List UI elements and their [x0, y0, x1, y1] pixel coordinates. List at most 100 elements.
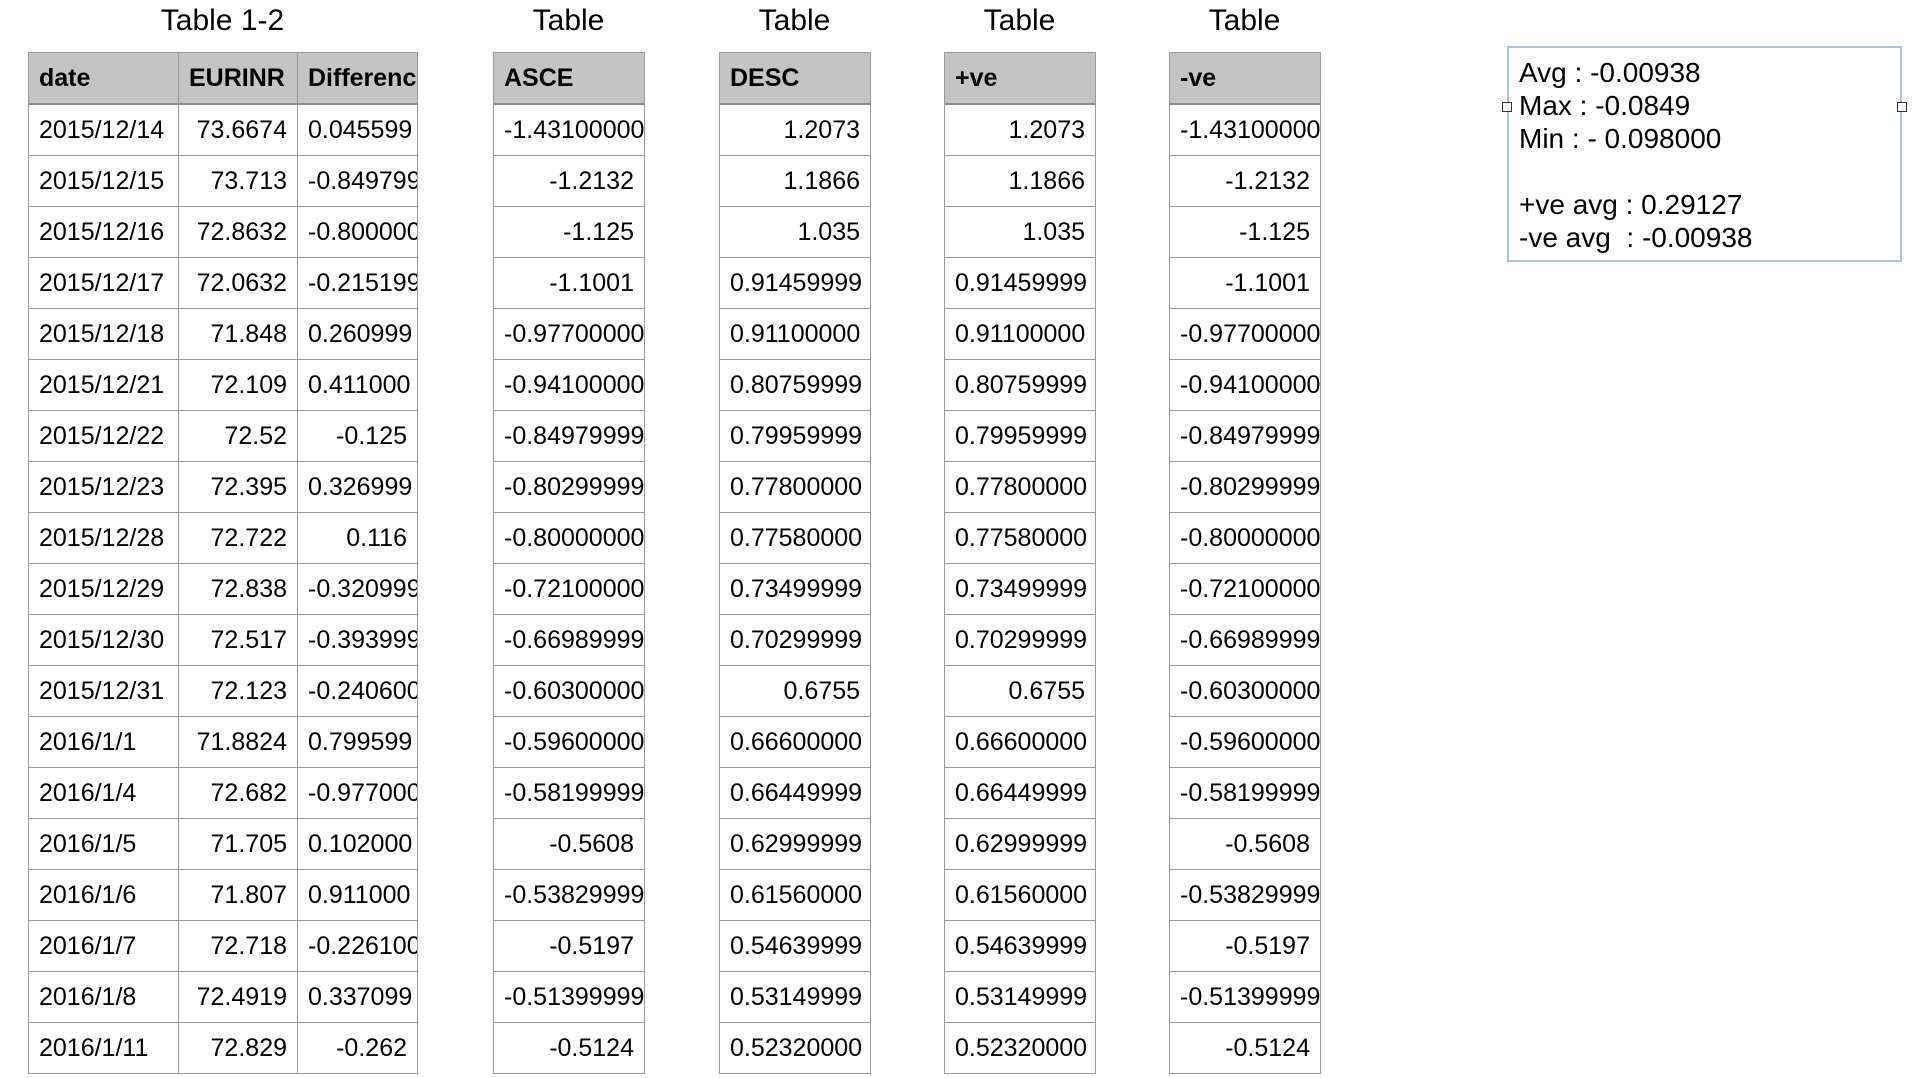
desc-cell[interactable]: 0.77580000 — [720, 513, 871, 564]
asce-cell[interactable]: -0.59600000 — [494, 717, 645, 768]
desc-cell[interactable]: 1.2073 — [720, 105, 871, 156]
eurinr-cell[interactable]: 72.395 — [179, 462, 298, 513]
date-cell[interactable]: 2016/1/4 — [29, 768, 179, 819]
negative-cell[interactable]: -0.97700000 — [1170, 309, 1321, 360]
date-cell[interactable]: 2015/12/28 — [29, 513, 179, 564]
negative-cell[interactable]: -0.84979999 — [1170, 411, 1321, 462]
difference-cell[interactable]: -0.320999 — [298, 564, 418, 615]
asce-cell[interactable]: -0.5608 — [494, 819, 645, 870]
positive-cell[interactable]: 0.54639999 — [945, 921, 1096, 972]
eurinr-cell[interactable]: 71.848 — [179, 309, 298, 360]
date-cell[interactable]: 2015/12/15 — [29, 156, 179, 207]
difference-cell[interactable]: -0.226100 — [298, 921, 418, 972]
positive-cell[interactable]: 0.62999999 — [945, 819, 1096, 870]
difference-cell[interactable]: 0.045599 — [298, 105, 418, 156]
negative-cell[interactable]: -1.2132 — [1170, 156, 1321, 207]
eurinr-cell[interactable]: 72.838 — [179, 564, 298, 615]
positive-cell[interactable]: 0.91459999 — [945, 258, 1096, 309]
positive-cell[interactable]: 0.77800000 — [945, 462, 1096, 513]
asce-cell[interactable]: -0.72100000 — [494, 564, 645, 615]
positive-cell[interactable]: 0.66600000 — [945, 717, 1096, 768]
negative-cell[interactable]: -0.58199999 — [1170, 768, 1321, 819]
header-eurinr[interactable]: EURINR — [179, 53, 298, 105]
asce-cell[interactable]: -1.1001 — [494, 258, 645, 309]
date-cell[interactable]: 2015/12/14 — [29, 105, 179, 156]
desc-cell[interactable]: 0.66449999 — [720, 768, 871, 819]
asce-cell[interactable]: -1.125 — [494, 207, 645, 258]
positive-cell[interactable]: 0.53149999 — [945, 972, 1096, 1023]
difference-cell[interactable]: 0.911000 — [298, 870, 418, 921]
difference-cell[interactable]: -0.262 — [298, 1023, 418, 1074]
negative-cell[interactable]: -0.80299999 — [1170, 462, 1321, 513]
difference-cell[interactable]: -0.393999 — [298, 615, 418, 666]
resize-handle-right[interactable] — [1897, 102, 1907, 112]
eurinr-cell[interactable]: 71.705 — [179, 819, 298, 870]
date-cell[interactable]: 2016/1/11 — [29, 1023, 179, 1074]
header-desc[interactable]: DESC — [720, 53, 871, 105]
desc-cell[interactable]: 0.73499999 — [720, 564, 871, 615]
asce-cell[interactable]: -0.66989999 — [494, 615, 645, 666]
negative-cell[interactable]: -0.59600000 — [1170, 717, 1321, 768]
negative-cell[interactable]: -0.5608 — [1170, 819, 1321, 870]
eurinr-cell[interactable]: 72.722 — [179, 513, 298, 564]
eurinr-cell[interactable]: 72.0632 — [179, 258, 298, 309]
desc-cell[interactable]: 0.52320000 — [720, 1023, 871, 1074]
header-date[interactable]: date — [29, 53, 179, 105]
eurinr-cell[interactable]: 72.517 — [179, 615, 298, 666]
header-negative[interactable]: -ve — [1170, 53, 1321, 105]
negative-cell[interactable]: -0.66989999 — [1170, 615, 1321, 666]
eurinr-cell[interactable]: 71.8824 — [179, 717, 298, 768]
negative-cell[interactable]: -0.51399999 — [1170, 972, 1321, 1023]
eurinr-cell[interactable]: 71.807 — [179, 870, 298, 921]
negative-cell[interactable]: -0.60300000 — [1170, 666, 1321, 717]
desc-cell[interactable]: 0.91100000 — [720, 309, 871, 360]
desc-cell[interactable]: 0.66600000 — [720, 717, 871, 768]
desc-cell[interactable]: 0.77800000 — [720, 462, 871, 513]
header-asce[interactable]: ASCE — [494, 53, 645, 105]
difference-cell[interactable]: -0.215199 — [298, 258, 418, 309]
desc-cell[interactable]: 0.79959999 — [720, 411, 871, 462]
date-cell[interactable]: 2015/12/23 — [29, 462, 179, 513]
eurinr-cell[interactable]: 73.6674 — [179, 105, 298, 156]
asce-cell[interactable]: -1.2132 — [494, 156, 645, 207]
negative-cell[interactable]: -0.53829999 — [1170, 870, 1321, 921]
negative-cell[interactable]: -1.1001 — [1170, 258, 1321, 309]
negative-cell[interactable]: -1.125 — [1170, 207, 1321, 258]
date-cell[interactable]: 2016/1/7 — [29, 921, 179, 972]
date-cell[interactable]: 2016/1/8 — [29, 972, 179, 1023]
positive-cell[interactable]: 0.52320000 — [945, 1023, 1096, 1074]
asce-cell[interactable]: -0.94100000 — [494, 360, 645, 411]
desc-cell[interactable]: 0.6755 — [720, 666, 871, 717]
date-cell[interactable]: 2015/12/30 — [29, 615, 179, 666]
difference-cell[interactable]: -0.125 — [298, 411, 418, 462]
eurinr-cell[interactable]: 72.682 — [179, 768, 298, 819]
positive-cell[interactable]: 1.1866 — [945, 156, 1096, 207]
positive-cell[interactable]: 1.035 — [945, 207, 1096, 258]
eurinr-cell[interactable]: 72.718 — [179, 921, 298, 972]
desc-cell[interactable]: 0.54639999 — [720, 921, 871, 972]
positive-cell[interactable]: 1.2073 — [945, 105, 1096, 156]
asce-cell[interactable]: -0.5124 — [494, 1023, 645, 1074]
asce-cell[interactable]: -0.97700000 — [494, 309, 645, 360]
positive-cell[interactable]: 0.91100000 — [945, 309, 1096, 360]
positive-cell[interactable]: 0.66449999 — [945, 768, 1096, 819]
asce-cell[interactable]: -1.43100000 — [494, 105, 645, 156]
desc-cell[interactable]: 1.035 — [720, 207, 871, 258]
stats-text-box[interactable]: Avg : -0.00938 Max : -0.0849 Min : - 0.098… — [1507, 46, 1902, 262]
date-cell[interactable]: 2015/12/22 — [29, 411, 179, 462]
eurinr-cell[interactable]: 72.829 — [179, 1023, 298, 1074]
header-positive[interactable]: +ve — [945, 53, 1096, 105]
desc-cell[interactable]: 0.80759999 — [720, 360, 871, 411]
asce-cell[interactable]: -0.53829999 — [494, 870, 645, 921]
difference-cell[interactable]: 0.411000 — [298, 360, 418, 411]
difference-cell[interactable]: 0.102000 — [298, 819, 418, 870]
asce-cell[interactable]: -0.60300000 — [494, 666, 645, 717]
eurinr-cell[interactable]: 72.8632 — [179, 207, 298, 258]
desc-cell[interactable]: 0.62999999 — [720, 819, 871, 870]
negative-cell[interactable]: -0.5124 — [1170, 1023, 1321, 1074]
asce-cell[interactable]: -0.51399999 — [494, 972, 645, 1023]
asce-cell[interactable]: -0.80299999 — [494, 462, 645, 513]
header-difference[interactable]: Differenc — [298, 53, 418, 105]
date-cell[interactable]: 2015/12/16 — [29, 207, 179, 258]
positive-cell[interactable]: 0.6755 — [945, 666, 1096, 717]
